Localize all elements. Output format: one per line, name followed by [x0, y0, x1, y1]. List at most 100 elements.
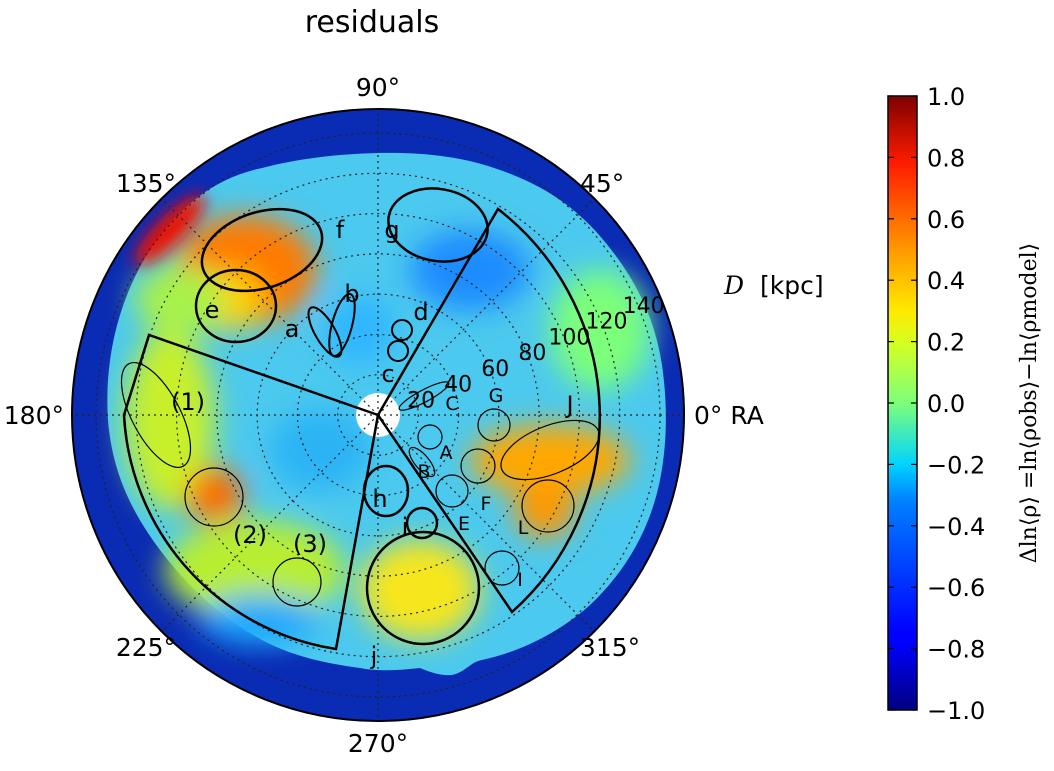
- region-circle-A: [417, 424, 443, 450]
- angular-tick-label: 0° RA: [694, 401, 764, 430]
- region-circle-j: [365, 530, 481, 646]
- region-label: I: [517, 569, 523, 591]
- colorbar-tick-label: 0.2: [927, 329, 965, 357]
- colorbar-tick-label: −0.8: [927, 636, 985, 664]
- region-label: J: [564, 391, 573, 419]
- region-ellipse-b: [328, 292, 356, 358]
- region-label: e: [205, 296, 220, 324]
- map-cool-patch: [270, 410, 370, 490]
- region-label: G: [489, 385, 504, 407]
- colorbar-tick-label: 1.0: [927, 83, 965, 111]
- region-label: c: [381, 360, 394, 388]
- region-label: h: [372, 485, 387, 513]
- region-label: a: [285, 315, 300, 343]
- angular-tick-label: 270°: [348, 729, 408, 758]
- colorbar-tick-label: −1.0: [927, 697, 985, 725]
- colorbar-tick-label: −0.6: [927, 574, 985, 602]
- region-label: j: [370, 642, 378, 670]
- region-label: E: [458, 513, 470, 535]
- region-sector-right: [376, 207, 602, 614]
- colorbar-tick-label: 0.4: [927, 267, 965, 295]
- colorbar-tick-label: 0.0: [927, 390, 965, 418]
- region-circle-i: [405, 506, 439, 540]
- colorbar-ticks: 1.0 0.8 0.6 0.4 0.2 0.0 −0.2 −0.4 −0.6 −0.8 −1.0: [888, 83, 985, 725]
- angular-tick-label: 135°: [116, 169, 176, 198]
- region-ellipse-1: [120, 361, 192, 469]
- region-label: B: [417, 461, 430, 483]
- region-label: f: [336, 216, 345, 244]
- radial-tick-label: 140: [623, 294, 665, 319]
- region-label: b: [344, 280, 359, 308]
- angular-tick-label: 45°: [580, 169, 624, 198]
- radial-gridline: [337, 374, 419, 456]
- region-ellipse-J: [500, 419, 600, 481]
- region-circle-E: [435, 474, 469, 508]
- region-circle-L: [521, 479, 575, 533]
- colorbar-tick-label: −0.4: [927, 513, 985, 541]
- radial-tick-label: 120: [585, 310, 627, 335]
- map-red-edge: [134, 194, 206, 266]
- radial-gridline: [216, 253, 540, 577]
- region-circle-d: [391, 319, 413, 341]
- region-ellipse-B: [408, 446, 436, 478]
- region-label: A: [440, 442, 453, 464]
- region-label: F: [481, 493, 492, 515]
- colorbar-tick-label: 0.8: [927, 144, 965, 172]
- region-circle-2: [184, 467, 244, 527]
- map-green-patch: [200, 595, 320, 645]
- radial-axis-label: D [kpc]: [723, 271, 824, 300]
- colorbar-label: Δln⟨ρ⟩ =ln⟨ρobs⟩−ln⟨ρmodel⟩: [1017, 243, 1042, 564]
- region-ellipse-h: [362, 464, 410, 518]
- region-labels: (1) (2) (3) a b c d e f g hi j AB C EF G I J L: [171, 216, 574, 670]
- region-circle-3: [272, 557, 322, 607]
- region-label: (3): [293, 530, 327, 558]
- angular-tick-label: 315°: [580, 633, 640, 662]
- map-cool-patch: [410, 230, 530, 310]
- radial-tick-label: 80: [518, 341, 546, 366]
- region-outlines: [120, 187, 602, 651]
- radial-tick-label: 20: [407, 388, 435, 413]
- map-warm-patch: [550, 270, 650, 390]
- region-label: (2): [233, 521, 267, 549]
- map-warm-patch: [187, 467, 243, 523]
- chart-title: residuals: [305, 5, 440, 40]
- region-circle-I: [484, 550, 520, 586]
- region-ellipse-a: [307, 306, 343, 358]
- region-circle-G: [477, 408, 511, 442]
- radial-axis-unit: [kpc]: [760, 271, 824, 300]
- map-warm-patch: [165, 520, 345, 620]
- region-ellipse-f: [200, 207, 324, 293]
- region-circle-c: [387, 340, 409, 362]
- region-ellipse-C: [398, 381, 450, 411]
- region-ellipse-g: [387, 187, 489, 263]
- map-warm-patch: [360, 540, 480, 640]
- region-label: i: [402, 513, 409, 541]
- region-ellipse-e: [194, 268, 278, 344]
- radial-tick-label: 40: [444, 373, 472, 398]
- colorbar: 1.0 0.8 0.6 0.4 0.2 0.0 −0.2 −0.4 −0.6 −0.8 −1.0 Δ…: [887, 83, 1042, 725]
- region-sector-left: [122, 333, 380, 651]
- angular-tick-labels: 0° RA 45° 90° 135° 180° 225° 270° 315°: [4, 73, 764, 758]
- region-label: L: [518, 517, 529, 539]
- region-label: C: [445, 393, 458, 415]
- radial-tick-label: 60: [481, 357, 509, 382]
- angular-tick-label: 225°: [116, 633, 176, 662]
- region-circle-F: [460, 448, 496, 484]
- colorbar-tick-label: −0.2: [927, 451, 985, 479]
- radial-axis-symbol: D: [723, 271, 744, 300]
- radial-gridline: [296, 333, 460, 497]
- polar-frame: [71, 108, 685, 722]
- colorbar-tick-label: 0.6: [927, 206, 965, 234]
- map-warm-patch: [125, 330, 215, 510]
- polar-grid: [72, 109, 684, 721]
- region-label: g: [384, 216, 399, 244]
- angular-tick-label: 180°: [4, 401, 64, 430]
- radial-gridline: [175, 212, 581, 618]
- radial-tick-label: 100: [548, 325, 590, 350]
- region-label: (1): [171, 388, 205, 416]
- map-green-patch: [135, 265, 225, 335]
- angular-tick-label: 90°: [356, 73, 400, 102]
